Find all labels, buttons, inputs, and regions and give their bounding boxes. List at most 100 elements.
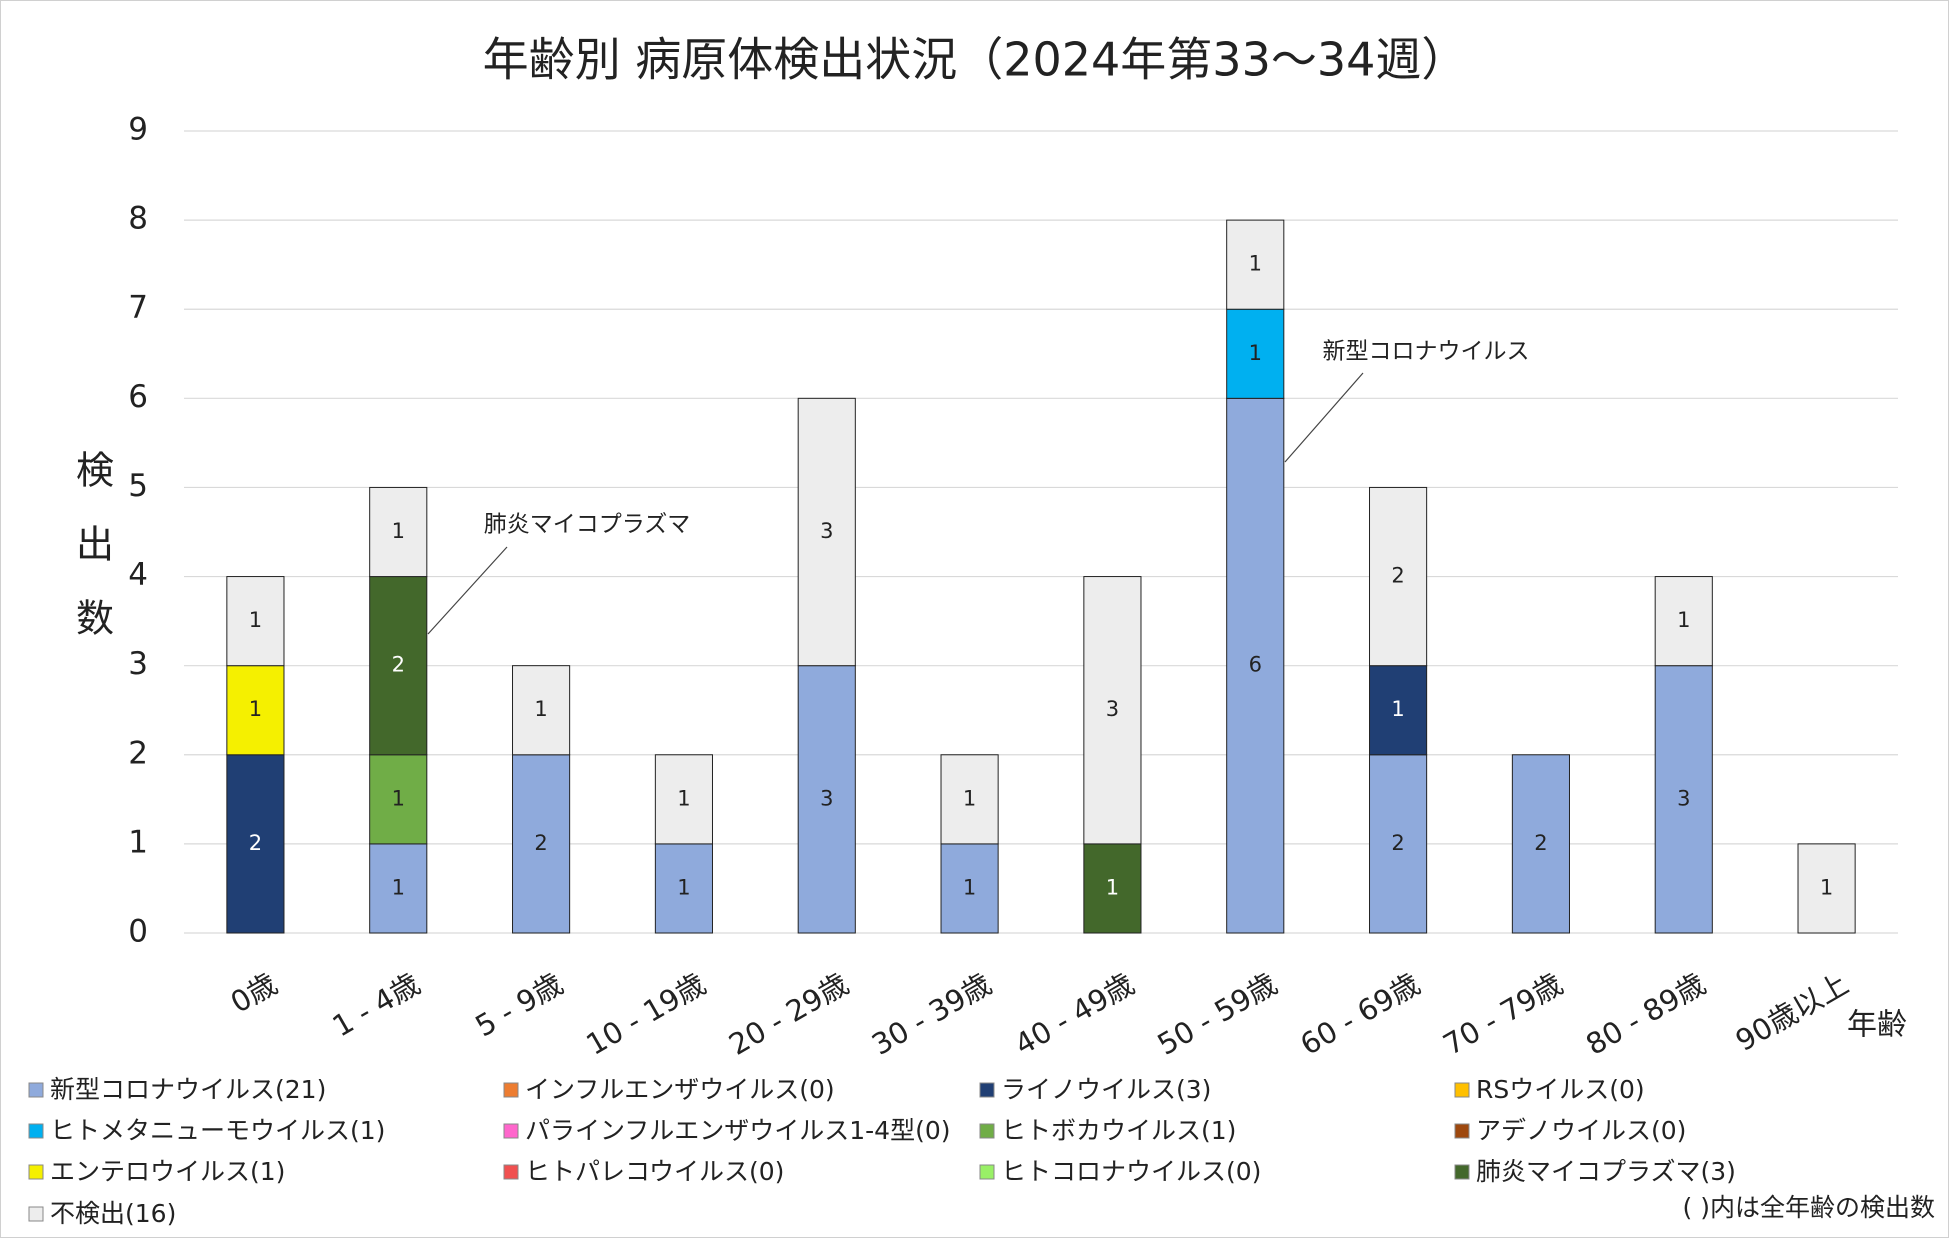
legend-label: アデノウイルス(0) bbox=[1476, 1116, 1686, 1145]
legend-label: ライノウイルス(3) bbox=[1001, 1075, 1211, 1104]
bar-segment bbox=[940, 754, 999, 845]
legend-label: ヒトボカウイルス(1) bbox=[1001, 1116, 1236, 1145]
legend-swatch bbox=[1454, 1082, 1470, 1098]
legend-label: ヒトコロナウイルス(0) bbox=[1001, 1157, 1261, 1186]
bar-segment bbox=[1226, 219, 1285, 310]
legend-label: 新型コロナウイルス(21) bbox=[50, 1075, 326, 1104]
bar-segment bbox=[797, 397, 856, 667]
data-label: 2 bbox=[534, 831, 547, 855]
legend-label: 肺炎マイコプラズマ(3) bbox=[1476, 1157, 1736, 1186]
data-label: 3 bbox=[820, 519, 833, 543]
bar-segment bbox=[940, 843, 999, 934]
legend-swatch bbox=[28, 1206, 44, 1222]
data-label: 1 bbox=[1820, 875, 1833, 899]
bar-segment bbox=[1226, 308, 1285, 399]
data-label: 3 bbox=[1677, 786, 1690, 810]
bar-segment bbox=[1083, 843, 1142, 934]
bar-segment bbox=[226, 754, 285, 934]
data-label: 1 bbox=[677, 786, 690, 810]
annotation-leader bbox=[427, 546, 508, 635]
y-tick-label: 6 bbox=[128, 379, 148, 415]
y-tick-label: 8 bbox=[128, 201, 148, 237]
data-label: 1 bbox=[392, 875, 405, 899]
y-tick-label: 0 bbox=[128, 914, 148, 950]
legend-swatch bbox=[1454, 1164, 1470, 1180]
bar-segment bbox=[226, 665, 285, 756]
annotation: 新型コロナウイルス bbox=[1323, 339, 1530, 365]
annotation-leader bbox=[1284, 372, 1364, 463]
legend-label: ヒトパレコウイルス(0) bbox=[525, 1157, 784, 1186]
data-label: 1 bbox=[963, 875, 976, 899]
data-label: 1 bbox=[1677, 608, 1690, 632]
y-tick-label: 2 bbox=[128, 735, 148, 771]
legend-label: 不検出(16) bbox=[50, 1199, 176, 1228]
data-label: 1 bbox=[963, 786, 976, 810]
bar-segment bbox=[226, 576, 285, 667]
data-label: 6 bbox=[1249, 653, 1262, 677]
bar-segment bbox=[654, 754, 713, 845]
footnote: ( )内は全年齢の検出数 bbox=[1683, 1193, 1935, 1222]
legend-swatch bbox=[28, 1123, 44, 1139]
bar-segment bbox=[797, 665, 856, 934]
legend-swatch bbox=[28, 1164, 44, 1180]
bar-segment bbox=[1369, 486, 1428, 667]
bar-segment bbox=[512, 665, 571, 756]
bar-segment bbox=[1654, 576, 1713, 667]
data-label: 2 bbox=[1391, 831, 1404, 855]
legend-label: RSウイルス(0) bbox=[1476, 1075, 1645, 1104]
legend-swatch bbox=[503, 1082, 519, 1098]
bar-segment bbox=[1797, 843, 1856, 934]
y-tick-label: 9 bbox=[128, 112, 148, 148]
bar-segment bbox=[1654, 665, 1713, 934]
chart-title: 年齢別 病原体検出状況（2024年第33～34週） bbox=[483, 33, 1468, 87]
bar-segment bbox=[1226, 397, 1285, 934]
legend-swatch bbox=[503, 1164, 519, 1180]
data-label: 2 bbox=[392, 653, 405, 677]
data-label: 3 bbox=[820, 786, 833, 810]
y-tick-label: 3 bbox=[128, 646, 148, 682]
y-tick-label: 5 bbox=[128, 468, 148, 504]
legend-swatch bbox=[28, 1082, 44, 1098]
y-tick-label: 7 bbox=[128, 290, 148, 326]
data-label: 1 bbox=[1249, 341, 1262, 365]
bar-segment bbox=[1083, 576, 1142, 845]
bar-segment bbox=[369, 576, 428, 756]
y-axis-title: 検出数 bbox=[70, 450, 114, 672]
bar-segment bbox=[654, 843, 713, 934]
y-tick-label: 4 bbox=[128, 557, 148, 593]
bar-segment bbox=[369, 754, 428, 845]
data-label: 2 bbox=[249, 831, 262, 855]
legend-swatch bbox=[503, 1123, 519, 1139]
legend-label: インフルエンザウイルス(0) bbox=[525, 1075, 835, 1104]
legend-swatch bbox=[1454, 1123, 1470, 1139]
data-label: 1 bbox=[534, 697, 547, 721]
annotation: 肺炎マイコプラズマ bbox=[484, 512, 691, 538]
data-label: 1 bbox=[392, 519, 405, 543]
data-label: 1 bbox=[1106, 875, 1119, 899]
data-label: 1 bbox=[1391, 697, 1404, 721]
data-label: 1 bbox=[677, 875, 690, 899]
legend-swatch bbox=[979, 1123, 995, 1139]
data-label: 1 bbox=[1249, 252, 1262, 276]
data-label: 1 bbox=[249, 608, 262, 632]
bar-segment bbox=[1369, 665, 1428, 756]
legend-label: エンテロウイルス(1) bbox=[50, 1157, 285, 1186]
y-tick-label: 1 bbox=[128, 824, 148, 860]
bar-segment bbox=[1369, 754, 1428, 934]
data-label: 1 bbox=[392, 786, 405, 810]
data-label: 2 bbox=[1534, 831, 1547, 855]
legend-swatch bbox=[979, 1082, 995, 1098]
data-label: 1 bbox=[249, 697, 262, 721]
bar-segment bbox=[1511, 754, 1570, 934]
x-axis-title: 年齢 bbox=[1847, 1008, 1907, 1043]
legend-label: ヒトメタニューモウイルス(1) bbox=[50, 1116, 385, 1145]
bar-segment bbox=[369, 843, 428, 934]
data-label: 3 bbox=[1106, 697, 1119, 721]
data-label: 2 bbox=[1391, 564, 1404, 588]
bar-segment bbox=[512, 754, 571, 934]
legend-swatch bbox=[979, 1164, 995, 1180]
bar-segment bbox=[369, 486, 428, 578]
